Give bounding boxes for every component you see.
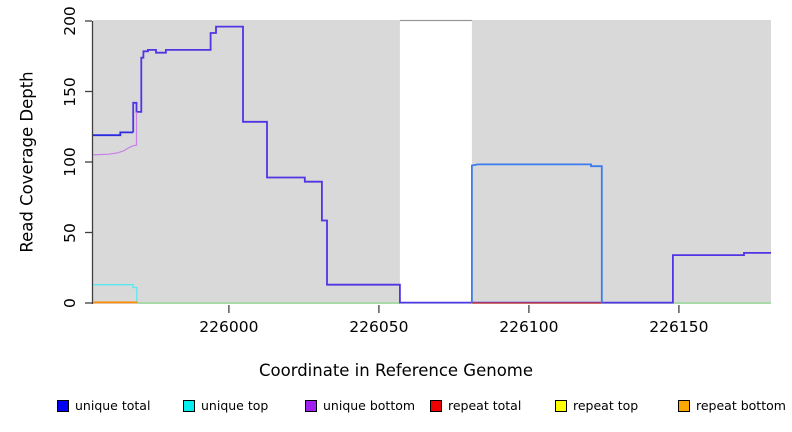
x-tick-label: 226100 [499, 318, 559, 336]
legend-label: unique bottom [323, 398, 416, 413]
y-tick-label: 150 [61, 76, 79, 107]
y-tick-label: 200 [61, 6, 79, 36]
legend-label: unique total [75, 398, 151, 413]
series-unique-top [93, 284, 138, 303]
y-tick-label: 0 [61, 298, 79, 308]
legend-swatch-icon [430, 400, 442, 412]
y-tick-label: 50 [61, 222, 79, 243]
x-tick-label: 226000 [199, 318, 259, 336]
series-unique-total-left [93, 131, 134, 137]
x-axis-title: Coordinate in Reference Genome [258, 361, 534, 380]
legend-swatch-icon [678, 400, 690, 412]
legend-swatch-icon [57, 400, 69, 412]
legend-label: unique top [201, 398, 269, 413]
legend-label: repeat top [573, 398, 639, 413]
y-tick-label: 100 [61, 147, 79, 177]
legend-swatch-icon [183, 400, 195, 412]
x-tick-label: 226050 [349, 318, 409, 336]
legend-label: repeat bottom [696, 398, 786, 413]
chart-legend: unique total unique top unique bottom repea… [0, 396, 792, 420]
series-unique-total-box [470, 163, 603, 303]
masked-region [399, 20, 472, 304]
legend-swatch-icon [305, 400, 317, 412]
legend-swatch-icon [555, 400, 567, 412]
legend-label: repeat total [448, 398, 522, 413]
x-tick-label: 226150 [649, 318, 709, 336]
series-unique-merged-total-bottom [132, 25, 771, 304]
series-unique-bottom-left [92, 111, 138, 156]
y-axis-title: Read Coverage Depth [17, 71, 37, 253]
